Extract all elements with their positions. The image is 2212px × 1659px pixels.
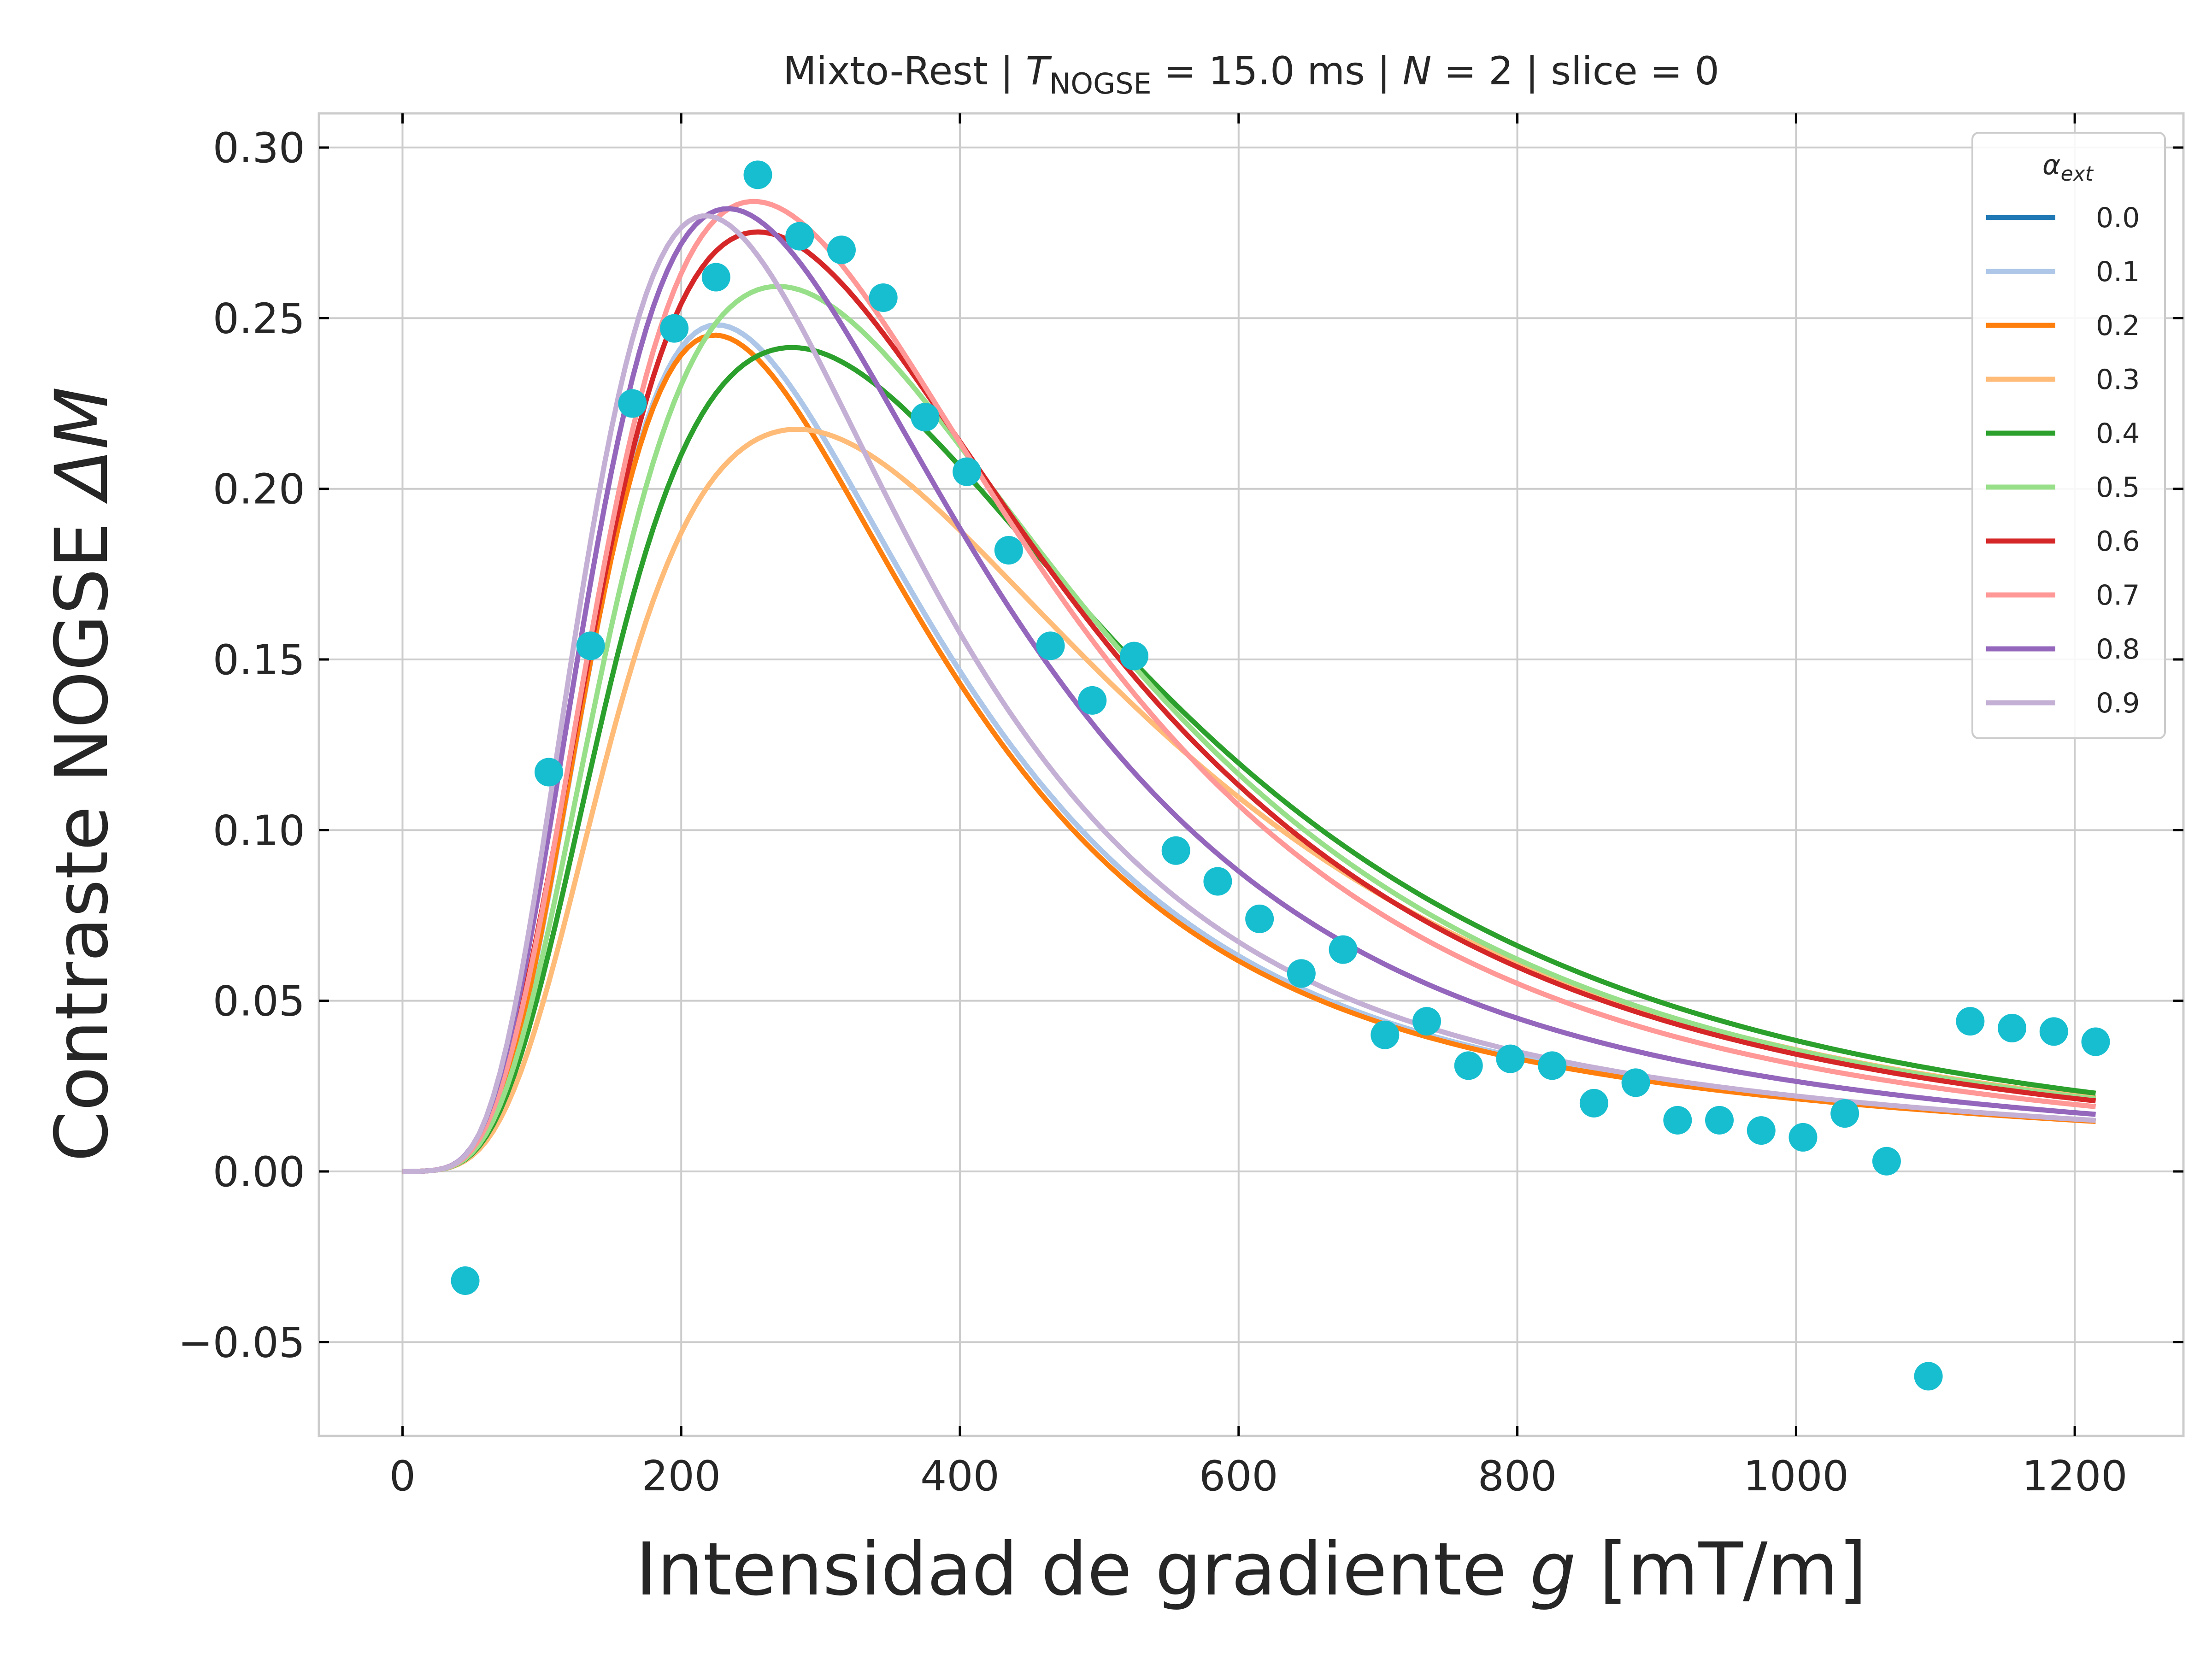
data-point (1119, 641, 1148, 671)
data-point (869, 283, 898, 312)
legend-label: 0.8 (2096, 633, 2140, 665)
x-tick-label: 600 (1199, 1452, 1278, 1500)
data-point (701, 263, 730, 292)
data-point (1496, 1044, 1525, 1073)
data-point (1830, 1099, 1859, 1128)
legend-frame (1971, 132, 2166, 739)
data-point (994, 536, 1023, 565)
data-point (743, 160, 772, 189)
data-point (618, 389, 647, 418)
data-point (534, 758, 563, 787)
x-tick-label: 1200 (2022, 1452, 2128, 1500)
data-point (785, 222, 814, 251)
y-tick-label: 0.15 (213, 636, 305, 684)
legend-label: 0.2 (2096, 310, 2140, 342)
y-tick-label: −0.05 (178, 1318, 305, 1367)
y-tick-label: 0.25 (213, 294, 305, 343)
x-tick-label: 800 (1478, 1452, 1557, 1500)
data-point (1956, 1007, 1985, 1036)
series-line-0-4 (402, 345, 2096, 1174)
x-tick-label: 1000 (1743, 1452, 1849, 1500)
data-point (576, 631, 605, 660)
legend-label: 0.7 (2096, 579, 2140, 612)
legend-label: 0.6 (2096, 525, 2140, 558)
data-point (1161, 836, 1190, 865)
data-point (2081, 1027, 2110, 1056)
data-point (1663, 1106, 1692, 1135)
data-point (1412, 1007, 1441, 1036)
legend-label: 0.9 (2096, 687, 2140, 719)
legend-label: 0.1 (2096, 256, 2140, 288)
x-tick-label: 200 (641, 1452, 721, 1500)
x-tick-label: 0 (389, 1452, 416, 1500)
series-line-0-8 (402, 206, 2096, 1174)
data-point (1747, 1116, 1776, 1145)
data-point (1914, 1362, 1943, 1391)
y-axis-label: Contraste NOGSE ΔM (40, 387, 124, 1162)
data-point (1329, 935, 1358, 964)
series-line-0-7 (402, 199, 2096, 1174)
x-axis-label: Intensidad de gradiente g [mT/m] (635, 1527, 1867, 1612)
y-tick-label: 0.00 (213, 1148, 305, 1196)
data-point (1203, 867, 1232, 896)
data-point (2039, 1017, 2068, 1046)
data-point (911, 403, 940, 432)
legend-items: 0.0 0.1 0.2 0.3 0.4 0.5 0.6 0.7 0.8 0.9 (1986, 202, 2140, 719)
y-tick-label: 0.20 (213, 465, 305, 514)
data-point (827, 235, 856, 265)
data-point (1371, 1020, 1400, 1049)
data-point (1538, 1051, 1567, 1080)
series-line-0-2 (402, 332, 2096, 1174)
data-points (451, 160, 2110, 1391)
x-tick-label: 400 (920, 1452, 1000, 1500)
data-point (1621, 1068, 1650, 1097)
y-tick-label: 0.05 (213, 977, 305, 1026)
legend-title: αext (2042, 149, 2094, 186)
y-tick-labels: −0.05 0.00 0.05 0.10 0.15 0.20 0.25 0.30 (178, 124, 305, 1367)
y-tick-label: 0.30 (213, 124, 305, 172)
tick-marks (319, 113, 2183, 1436)
plot-frame (318, 112, 2185, 1437)
data-point (1872, 1147, 1901, 1176)
series-line-0-9 (402, 213, 2096, 1174)
legend-label: 0.4 (2096, 418, 2140, 450)
series-line-0-5 (402, 283, 2096, 1174)
data-point (660, 314, 689, 343)
y-tick-label: 0.10 (213, 806, 305, 855)
legend-label: 0.3 (2096, 364, 2140, 396)
data-point (1788, 1123, 1818, 1152)
data-point (1078, 686, 1107, 715)
x-tick-labels: 0 200 400 600 800 1000 1200 (389, 1452, 2128, 1500)
data-point (1998, 1013, 2027, 1042)
data-point (1454, 1051, 1483, 1080)
legend-label: 0.5 (2096, 471, 2140, 504)
legend: αext 0.0 0.1 0.2 0.3 0.4 0.5 0.6 0.7 0.8 0.9 (1971, 132, 2166, 739)
data-point (451, 1266, 480, 1295)
data-point (1287, 959, 1316, 988)
series-line-0-6 (402, 229, 2096, 1174)
data-point (1579, 1088, 1608, 1118)
chart-title: Mixto-Rest | TNOGSE = 15.0 ms | N = 2 | … (783, 48, 1719, 100)
data-point (1036, 631, 1065, 660)
grid-lines (319, 113, 2183, 1436)
data-point (1705, 1106, 1734, 1135)
data-point (953, 457, 982, 486)
data-point (1245, 904, 1274, 933)
legend-label: 0.0 (2096, 202, 2140, 234)
model-curves (402, 199, 2096, 1174)
